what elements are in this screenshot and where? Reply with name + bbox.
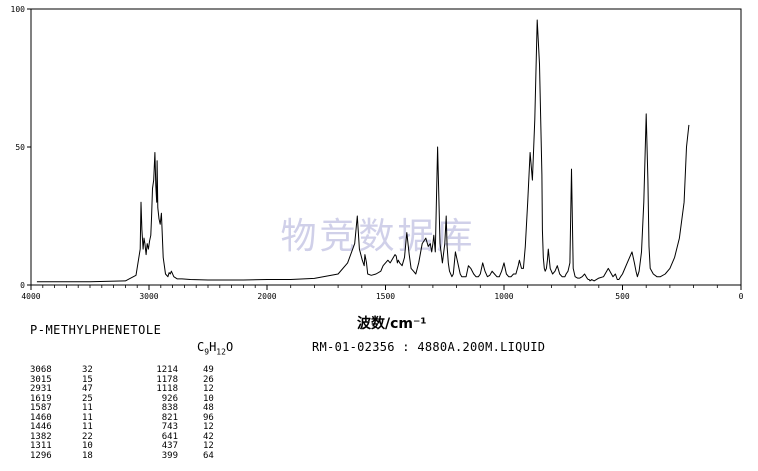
peak-intensity: 22: [82, 431, 93, 442]
x-tick-label: 4000: [21, 292, 40, 301]
peak-intensity: 10: [82, 441, 93, 451]
y-tick-label: 0: [20, 281, 25, 290]
peak-wavenumber: 1382: [30, 431, 52, 442]
peak-intensity: 26: [203, 374, 214, 385]
y-tick-label: 100: [11, 5, 26, 14]
spectrum-line: [36, 19, 690, 283]
spectrum-series: [36, 19, 690, 283]
formula-count: 12: [216, 347, 226, 357]
peak-row: 1311 10 437 12: [30, 441, 250, 452]
peak-row: 3015 15 1178 26: [30, 374, 250, 386]
peak-row: 1296 18 399 64: [30, 450, 250, 462]
formula-count: 9: [204, 347, 210, 357]
peak-intensity: 42: [203, 431, 214, 442]
peak-intensity: 47: [82, 384, 93, 394]
peak-intensity: 96: [203, 412, 214, 423]
x-tick-label: 1500: [376, 292, 395, 301]
peak-row: 1587 11 838 48: [30, 403, 250, 414]
x-tick-label: 3000: [139, 292, 158, 301]
x-tick-label: 2000: [257, 292, 276, 301]
peak-intensity: 15: [82, 374, 93, 385]
peak-wavenumber: 1619: [30, 393, 52, 404]
peak-intensity: 12: [203, 384, 214, 394]
peak-intensity: 10: [203, 393, 214, 404]
peak-wavenumber: 1214: [156, 365, 178, 375]
peak-wavenumber: 1311: [30, 441, 52, 451]
peak-wavenumber: 1178: [156, 374, 178, 385]
peak-intensity: 25: [82, 393, 93, 404]
peak-wavenumber: 838: [161, 403, 178, 413]
x-tick-label: 500: [615, 292, 630, 301]
peak-intensity: 49: [203, 365, 214, 375]
peak-intensity: 12: [203, 422, 214, 432]
sample-info: RM-01-02356 : 4880A.200M.LIQUID: [312, 340, 546, 354]
peak-intensity: 11: [82, 412, 93, 423]
peak-intensity: 32: [82, 365, 93, 375]
peak-intensity: 11: [82, 403, 93, 413]
peak-wavenumber: 926: [161, 393, 178, 404]
peak-wavenumber: 1446: [30, 422, 52, 432]
peak-wavenumber: 743: [161, 422, 178, 432]
y-tick-label: 50: [15, 143, 25, 152]
peak-wavenumber: 641: [161, 431, 178, 442]
peak-row: 1446 11 743 12: [30, 422, 250, 433]
peak-wavenumber: 821: [161, 412, 178, 423]
peak-intensity: 11: [82, 422, 93, 432]
molecular-formula: C9H12O: [197, 340, 233, 356]
x-axis-label: 波数/cm⁻¹: [357, 316, 427, 332]
x-tick-label: 0: [739, 292, 744, 301]
peak-wavenumber: 1118: [156, 384, 178, 394]
peak-wavenumber: 399: [161, 450, 178, 461]
formula-element: C: [197, 340, 205, 354]
peak-row: 1382 22 641 42: [30, 431, 250, 443]
peak-wavenumber: 437: [161, 441, 178, 451]
peak-row: 1460 11 821 96: [30, 412, 250, 424]
peak-wavenumber: 3015: [30, 374, 52, 385]
x-tick-label: 1000: [494, 292, 513, 301]
peak-intensity: 48: [203, 403, 214, 413]
peak-table: 3068 32 1214 49 3015 15 1178 26 2931 47 1118 12 1619…: [30, 365, 250, 462]
peak-row: 1619 25 926 10: [30, 393, 250, 405]
formula-element: O: [225, 340, 234, 354]
peak-wavenumber: 1296: [30, 450, 52, 461]
peak-wavenumber: 2931: [30, 384, 52, 394]
peak-wavenumber: 3068: [30, 365, 52, 375]
peak-wavenumber: 1460: [30, 412, 52, 423]
peak-intensity: 64: [203, 450, 214, 461]
peak-wavenumber: 1587: [30, 403, 52, 413]
peak-row: 2931 47 1118 12: [30, 384, 250, 395]
peak-intensity: 18: [82, 450, 93, 461]
peak-row: 3068 32 1214 49: [30, 365, 250, 376]
formula-element: H: [209, 340, 217, 354]
compound-name: P-METHYLPHENETOLE: [30, 323, 162, 337]
axis-ticks: 4000 3000 2000 1500 1000 500 0 0 50 100: [11, 5, 744, 301]
peak-intensity: 12: [203, 441, 214, 451]
